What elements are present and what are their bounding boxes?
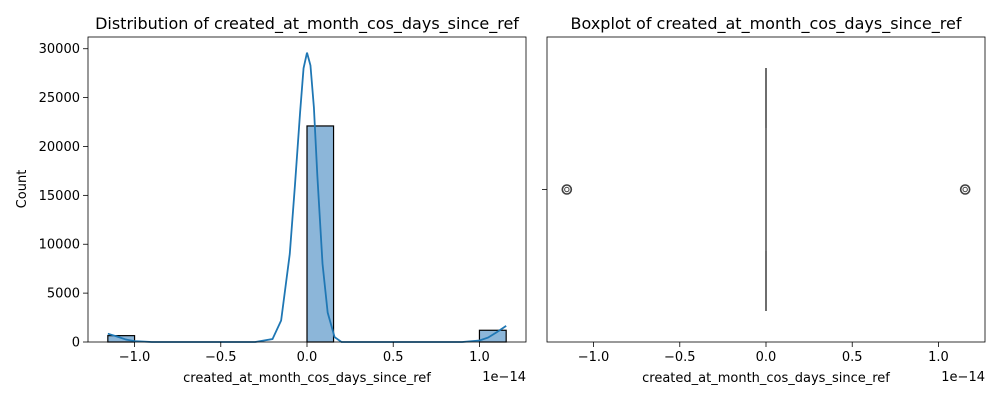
histogram-x-offset: 1e−14 [482, 370, 526, 385]
boxplot-x-offset: 1e−14 [941, 370, 985, 385]
histogram-y-ticks: 0 5000 10000 15000 20000 25000 30000 [39, 42, 88, 351]
boxplot-outlier-inner [962, 186, 968, 193]
boxplot-panel: Boxplot of created_at_month_cos_days_sin… [542, 14, 986, 386]
histogram-y-tick-label: 25000 [39, 91, 80, 106]
boxplot-marks [561, 68, 971, 311]
histogram-x-tick-label: −0.5 [205, 350, 237, 365]
histogram-y-tick-label: 30000 [39, 42, 80, 57]
histogram-x-ticks: −1.0 −0.5 0.0 0.5 1.0 [119, 342, 490, 365]
histogram-x-label: created_at_month_cos_days_since_ref [183, 371, 431, 386]
boxplot-outlier [561, 184, 573, 195]
histogram-x-tick-label: 1.0 [469, 350, 490, 365]
histogram-x-tick-label: 0.5 [383, 350, 404, 365]
histogram-y-tick-label: 10000 [39, 238, 80, 253]
boxplot-x-tick-label: −1.0 [578, 350, 610, 365]
histogram-bar [478, 329, 507, 343]
boxplot-outlier-inner [564, 186, 570, 193]
histogram-x-tick-label: −1.0 [119, 350, 151, 365]
histogram-y-tick-label: 20000 [39, 140, 80, 155]
histogram-bars [107, 125, 507, 343]
boxplot-x-tick-label: 0.0 [756, 350, 777, 365]
histogram-y-tick-label: 15000 [39, 189, 80, 204]
histogram-title: Distribution of created_at_month_cos_day… [95, 14, 519, 34]
histogram-y-tick-label: 5000 [47, 287, 80, 302]
boxplot-outlier [959, 184, 971, 195]
boxplot-x-tick-label: 1.0 [928, 350, 949, 365]
boxplot-x-ticks: −1.0 −0.5 0.0 0.5 1.0 [578, 342, 949, 365]
histogram-y-label: Count [15, 170, 30, 209]
boxplot-x-tick-label: 0.5 [842, 350, 863, 365]
boxplot-title: Boxplot of created_at_month_cos_days_sin… [571, 14, 962, 34]
boxplot-x-label: created_at_month_cos_days_since_ref [642, 371, 890, 386]
histogram-x-tick-label: 0.0 [297, 350, 318, 365]
histogram-y-tick-label: 0 [72, 336, 80, 351]
boxplot-x-tick-label: −0.5 [664, 350, 696, 365]
histogram-panel: Distribution of created_at_month_cos_day… [15, 14, 527, 386]
